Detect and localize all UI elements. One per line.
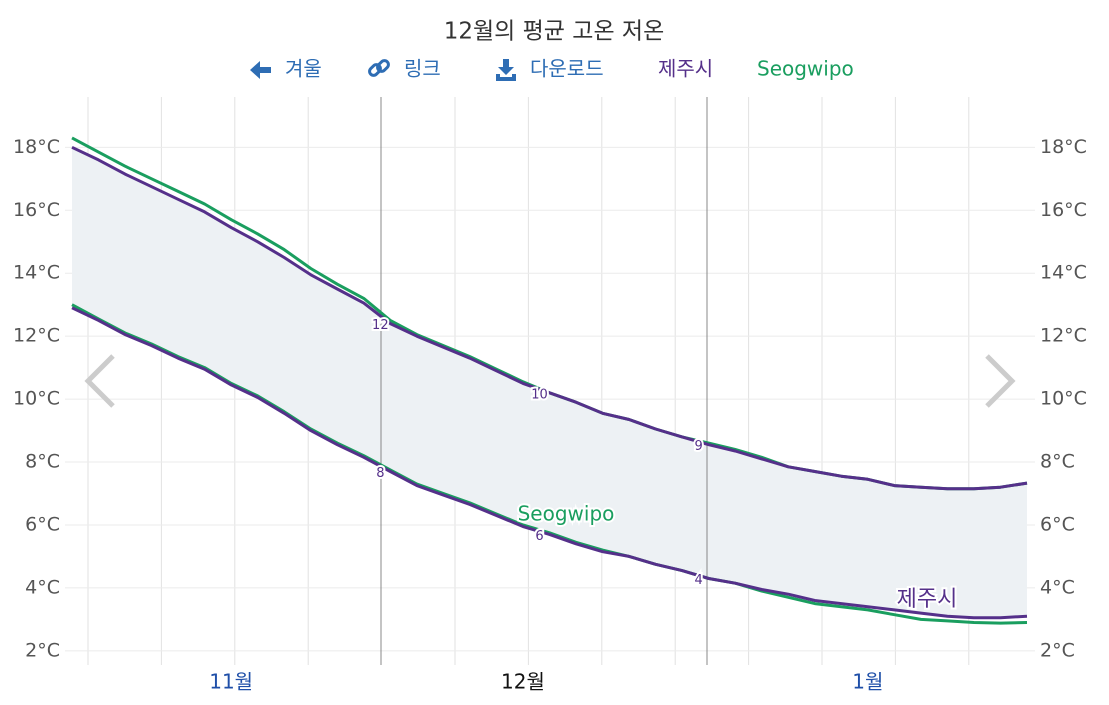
y2-tick-label: 4°C	[1040, 576, 1075, 598]
temp-line	[71, 306, 1028, 620]
nav: 겨울 링크 다운로드	[250, 57, 604, 81]
value-label: 8	[376, 466, 384, 481]
y-tick-label: 16°C	[13, 199, 60, 221]
nav-link[interactable]: 링크	[404, 57, 441, 81]
legend-entry[interactable]: Seogwipo	[757, 57, 854, 81]
chart-title: 12월의 평균 고온 저온	[444, 19, 664, 45]
value-label: 10	[531, 387, 548, 402]
y2-tick-label: 14°C	[1040, 262, 1087, 284]
value-label: 4	[695, 573, 703, 588]
download-icon[interactable]	[496, 59, 516, 81]
prev-arrow[interactable]	[84, 354, 115, 408]
y-tick-label: 14°C	[13, 262, 60, 284]
series-label: 제주시	[897, 587, 958, 612]
range-band	[72, 147, 1027, 618]
y-tick-label: 18°C	[13, 136, 60, 158]
y2-tick-label: 18°C	[1040, 136, 1087, 158]
y2-tick-label: 12°C	[1040, 325, 1087, 347]
next-arrow[interactable]	[985, 354, 1016, 408]
y2-tick-label: 16°C	[1040, 199, 1087, 221]
y-tick-label: 2°C	[25, 639, 60, 661]
y2-tick-label: 10°C	[1040, 388, 1087, 410]
y-tick-label: 12°C	[13, 325, 60, 347]
y-tick-label: 10°C	[13, 388, 60, 410]
y-tick-label: 4°C	[25, 576, 60, 598]
x-tick-label: 12월	[501, 670, 545, 694]
x-tick-label[interactable]: 1월	[852, 670, 883, 694]
value-label: 6	[535, 529, 543, 544]
y2-tick-label: 8°C	[1040, 451, 1075, 473]
value-label: 12	[372, 318, 389, 333]
nav-link[interactable]: 겨울	[285, 57, 322, 81]
back-icon[interactable]	[250, 61, 271, 79]
x-tick-label[interactable]: 11월	[209, 670, 253, 694]
legend-entry[interactable]: 제주시	[658, 57, 713, 81]
y-tick-label: 8°C	[25, 451, 60, 473]
y-tick-label: 6°C	[25, 513, 60, 535]
link-icon[interactable]	[368, 59, 390, 77]
temp-line	[71, 145, 1028, 491]
series-label: Seogwipo	[518, 502, 615, 526]
y2-tick-label: 6°C	[1040, 513, 1075, 535]
value-label: 9	[695, 439, 703, 454]
y2-tick-label: 2°C	[1040, 639, 1075, 661]
nav-link[interactable]: 다운로드	[530, 57, 604, 81]
